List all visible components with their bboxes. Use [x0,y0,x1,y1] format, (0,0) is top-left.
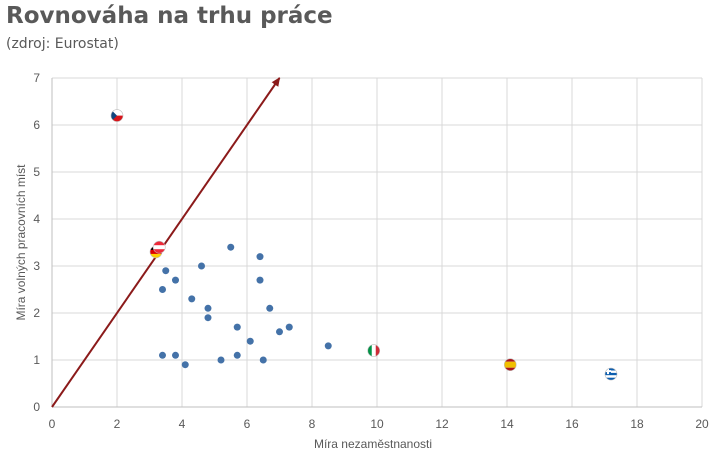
x-tick-label: 18 [630,417,644,431]
flag-cross [605,370,611,373]
data-point [324,342,332,350]
x-axis-label: Míra nezaměstnanosti [314,437,432,451]
data-point [256,253,264,261]
spanish-flag-stripes [504,358,517,371]
data-point [217,356,225,364]
x-tick-label: 6 [244,417,251,431]
x-tick-label: 20 [695,417,709,431]
flag-stripe [504,367,517,371]
x-tick-label: 8 [309,417,316,431]
flag-outline [503,358,517,372]
y-tick-label: 2 [33,306,40,320]
x-tick-label: 2 [114,417,121,431]
flag-outline [367,344,381,357]
data-point [172,351,179,359]
flag-stripe [504,361,517,368]
axes [51,78,702,408]
data-point [233,351,241,359]
data-points [159,243,332,369]
data-point [259,356,267,364]
data-point [285,323,293,331]
czech-flag-stripes [111,109,123,122]
data-point [159,351,166,359]
flag-stripe [367,344,373,357]
chart-subtitle: (zdroj: Eurostat) [6,36,119,52]
grid-lines [52,77,703,407]
spanish-flag [503,358,517,372]
flag-stripe [153,249,166,254]
austrian-flag [152,240,166,254]
data-point [204,314,212,322]
trend-arrow-line [51,77,281,408]
y-tick-label: 7 [33,71,40,85]
country-flags [110,109,618,381]
data-point [233,323,241,331]
italian-flag-stripes [367,344,380,357]
x-tick-label: 10 [370,417,384,431]
flag-stripe [605,375,617,378]
italian-flag [367,344,381,357]
data-point [276,328,283,336]
data-point [198,262,205,270]
flag-triangle [111,109,117,122]
greek-flag [604,367,618,381]
y-tick-label: 0 [33,400,40,414]
data-point [227,243,235,251]
trend-arrow [51,77,281,408]
flag-stripe [153,245,166,250]
flag-stripe [111,109,123,116]
flag-outline [152,240,166,254]
data-point [266,304,274,312]
data-point [172,276,179,284]
austrian-flag-stripes [153,241,166,254]
flag-stripe [504,358,517,362]
x-tick-label: 16 [565,417,579,431]
data-point [162,267,170,275]
data-point [159,286,166,293]
y-tick-label: 5 [33,165,40,179]
x-tick-label: 14 [500,417,514,431]
data-point [204,304,212,312]
y-tick-label: 1 [33,353,40,367]
flag-stripe [111,115,123,122]
y-tick-label: 6 [33,118,40,132]
flag-outline [110,109,124,122]
chart-title: Rovnováha na trhu práce [6,3,333,29]
data-point [181,361,189,369]
y-tick-label: 3 [33,259,40,273]
x-tick-label: 4 [179,417,186,431]
greek-flag-stripes [605,368,617,381]
flag-stripe [371,344,377,357]
flag-stripe [153,241,166,246]
flag-stripe [150,253,162,258]
flag-stripe [375,344,380,357]
flag-stripe [605,377,617,381]
data-point [246,337,254,345]
data-point [188,295,196,303]
x-tick-label: 0 [49,417,56,431]
czech-flag [110,109,124,122]
x-tick-label: 12 [435,417,449,431]
y-tick-label: 4 [33,212,40,226]
data-point [256,276,264,284]
flag-outline [604,367,618,381]
y-axis-label: Míra volných pracovních míst [14,164,28,321]
